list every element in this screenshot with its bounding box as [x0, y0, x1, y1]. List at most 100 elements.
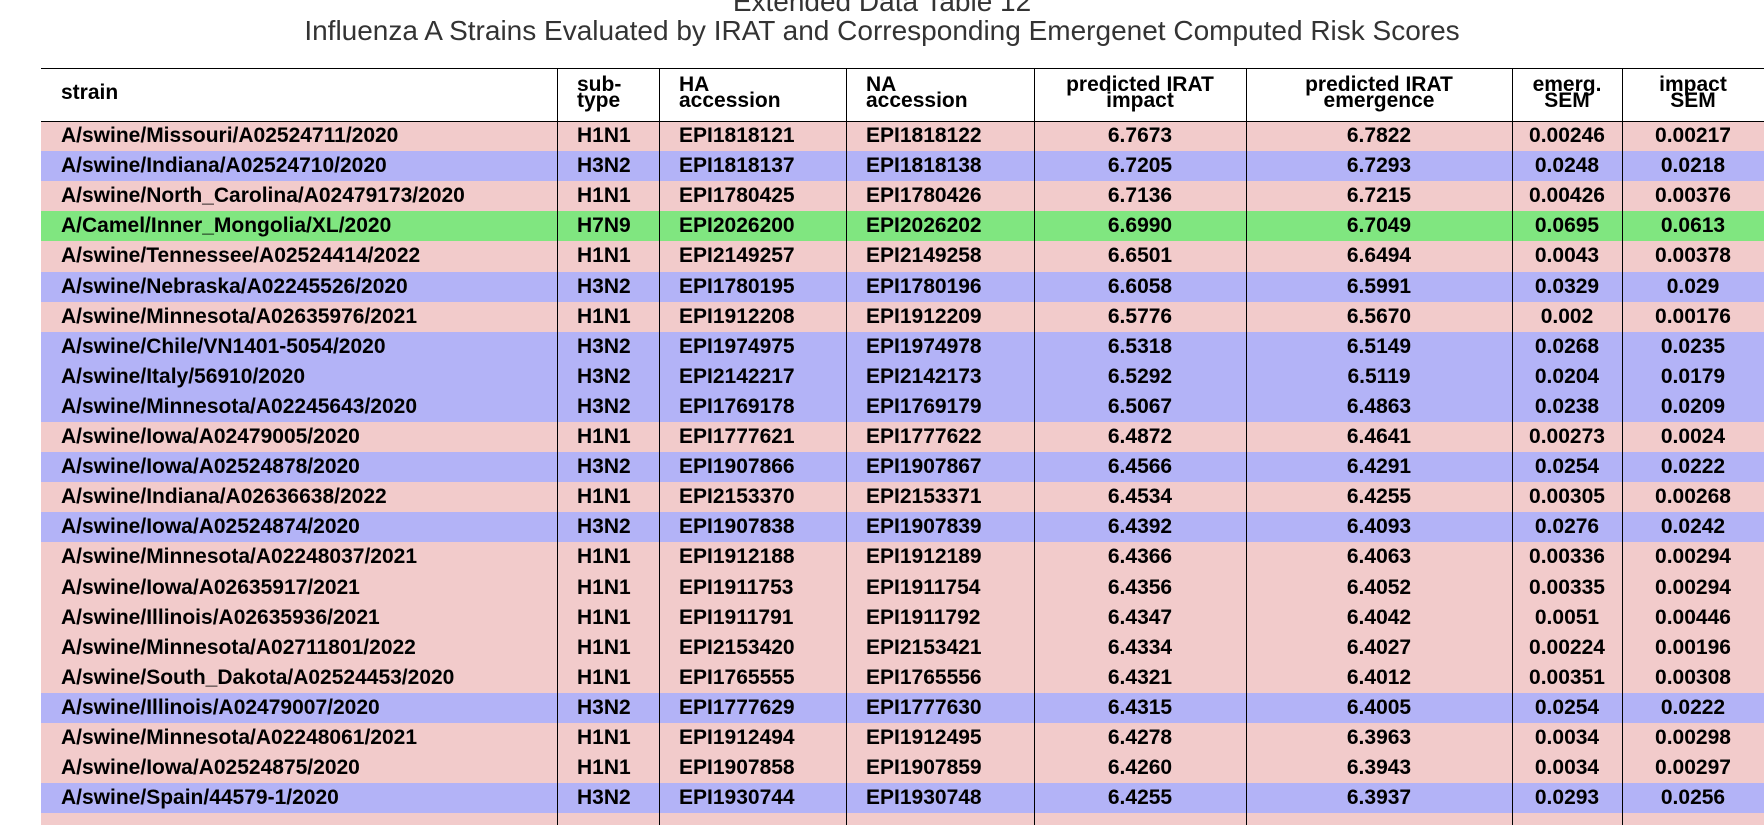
table-cell: EPI1907858 — [679, 756, 795, 780]
table-cell: EPI1912189 — [866, 545, 982, 569]
table-cell: H3N2 — [577, 695, 631, 719]
table-cell: 0.00335 — [1529, 575, 1605, 599]
row-background — [41, 181, 1764, 212]
table-cell: EPI2149257 — [679, 244, 795, 268]
table-cell: EPI1777621 — [679, 425, 795, 448]
table-cell: H1N1 — [577, 244, 631, 268]
table-cell: 6.6494 — [1346, 244, 1412, 268]
row-background — [41, 391, 1764, 423]
table-cell: A/swine/Chile/VN1401-5054/2020 — [61, 334, 386, 358]
table-cell: 6.4315 — [1107, 695, 1173, 719]
table-cell: A/swine/Spain/44579-1/2020 — [61, 786, 339, 810]
table-cell: A/swine/North_Carolina/A02479173/2020 — [61, 184, 465, 208]
table-cell: EPI1818122 — [866, 124, 982, 147]
table-cell: EPI1907867 — [866, 455, 982, 479]
table-cell: 6.6501 — [1107, 244, 1173, 268]
table-cell: 0.0256 — [1660, 786, 1726, 810]
column-header: predicted IRAT — [1305, 73, 1453, 96]
column-rule — [1034, 68, 1035, 825]
table-cell: A/swine/Illinois/A02635936/2021 — [61, 605, 380, 629]
table-cell: 6.5292 — [1107, 364, 1173, 388]
table-cell: 6.4052 — [1346, 575, 1412, 599]
table-cell: 6.4356 — [1107, 575, 1173, 599]
column-header: impact — [1659, 73, 1727, 96]
row-background — [41, 301, 1764, 333]
table-cell: A/swine/Iowa/A02524874/2020 — [61, 515, 360, 539]
table-cell: 0.00224 — [1529, 635, 1605, 659]
table-cell: H3N2 — [577, 394, 631, 418]
table-cell: 6.4255 — [1346, 485, 1412, 509]
table-cell: EPI1780425 — [679, 184, 795, 208]
table-cell: 6.4042 — [1346, 605, 1412, 629]
table-cell: EPI1912208 — [679, 304, 795, 328]
column-header: accession — [866, 89, 968, 112]
table-cell: 0.0613 — [1660, 214, 1726, 238]
column-header: accession — [679, 89, 781, 112]
table-cell: EPI1777622 — [866, 425, 982, 448]
table-cell: 6.6990 — [1107, 214, 1173, 238]
table-cell: 6.5318 — [1107, 334, 1173, 358]
table-cell: EPI1912494 — [679, 726, 795, 749]
table-cell: 0.0051 — [1534, 605, 1600, 629]
table-cell: 0.0235 — [1660, 334, 1726, 358]
table-cell: A/swine/Minnesota/A02248037/2021 — [61, 545, 418, 569]
column-header: sub- — [577, 73, 622, 96]
table-cell: A/swine/Missouri/A02524711/2020 — [61, 124, 399, 147]
table-cell: 6.4366 — [1107, 545, 1173, 569]
column-header: SEM — [1670, 89, 1716, 112]
table-cell: H3N2 — [577, 455, 631, 479]
table-cell: EPI1907838 — [679, 515, 795, 539]
table-cell: 6.4321 — [1107, 665, 1173, 689]
table-cell: EPI1769179 — [866, 394, 982, 418]
column-rule — [1246, 68, 1247, 825]
column-rule — [659, 68, 660, 825]
row-background — [41, 271, 1764, 303]
row-background — [41, 121, 1764, 152]
table-cell: 0.0034 — [1534, 756, 1600, 780]
row-background — [41, 482, 1764, 513]
table-cell: EPI1818121 — [679, 124, 795, 147]
table-cell: EPI2142173 — [866, 364, 982, 388]
table-cell: H7N9 — [577, 214, 631, 238]
table-cell: 0.00294 — [1655, 575, 1731, 599]
column-header: HA — [679, 73, 710, 96]
table-cell: A/Camel/Inner_Mongolia/XL/2020 — [61, 214, 392, 238]
table-cell: 6.4027 — [1346, 635, 1412, 659]
column-rule — [557, 68, 558, 825]
table-cell: EPI1780426 — [866, 184, 982, 208]
table-cell: A/swine/Minnesota/A02245643/2020 — [61, 394, 418, 418]
column-header: predicted IRAT — [1066, 73, 1214, 96]
table-cell: H3N2 — [577, 515, 631, 539]
table-cell: EPI2026202 — [866, 214, 982, 238]
table-cell: EPI1911791 — [679, 605, 794, 629]
table-cell: EPI2153371 — [866, 485, 982, 509]
table-cell: 0.00308 — [1655, 665, 1731, 689]
table-cell: 0.0276 — [1534, 515, 1600, 539]
table-cell: 0.00378 — [1655, 244, 1731, 268]
table-cell: 0.00273 — [1529, 425, 1605, 448]
table-cell: 0.0248 — [1534, 154, 1600, 178]
table-cell: H3N2 — [577, 364, 631, 388]
table-cell: H3N2 — [577, 334, 631, 358]
table-cell: A/swine/South_Dakota/A02524453/2020 — [61, 665, 455, 689]
table-cell: 6.5067 — [1107, 394, 1173, 418]
table-cell: 6.7822 — [1346, 124, 1412, 147]
table-cell: H1N1 — [577, 304, 631, 328]
table-cell: 6.3937 — [1346, 786, 1412, 810]
column-header: strain — [61, 81, 119, 104]
row-background — [41, 422, 1764, 453]
table-cell: 0.00376 — [1655, 184, 1731, 208]
row-background — [41, 572, 1764, 604]
table-cell: H3N2 — [577, 154, 631, 178]
table-cell: 6.7205 — [1107, 154, 1173, 178]
rule — [41, 68, 1764, 69]
table-cell: H1N1 — [577, 575, 631, 599]
table-cell: 6.5149 — [1346, 334, 1412, 358]
table-cell: 0.029 — [1666, 274, 1720, 298]
table-label: Extended Data Table 12 — [732, 0, 1032, 17]
column-header: NA — [866, 73, 897, 96]
rule — [41, 121, 1764, 122]
table-cell: 6.4347 — [1107, 605, 1173, 629]
table-cell: 6.7673 — [1107, 124, 1173, 147]
row-background — [41, 813, 1764, 825]
